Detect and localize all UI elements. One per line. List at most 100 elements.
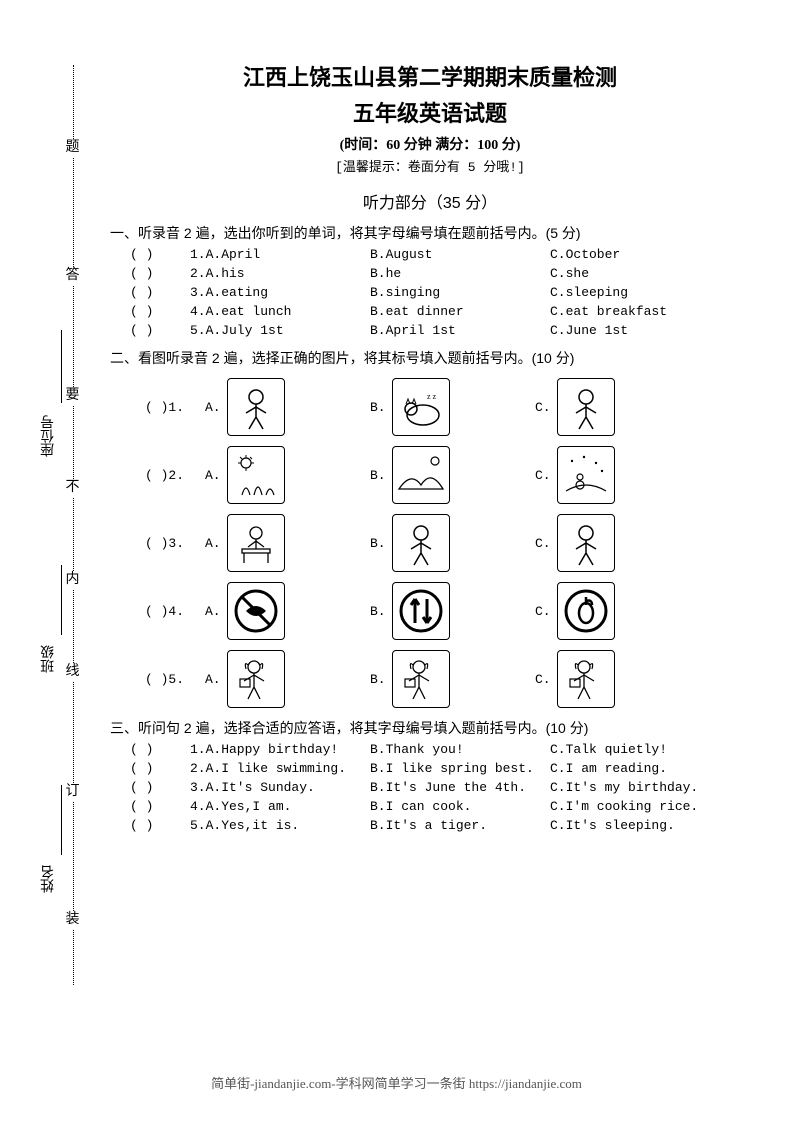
q1-option-a: 5.A.July 1st bbox=[190, 323, 370, 338]
q1-rows: ( )1.A.AprilB.AugustC.October ( )2.A.hisB… bbox=[110, 247, 750, 338]
option-label: B. bbox=[370, 604, 386, 619]
option-label: A. bbox=[205, 536, 221, 551]
answer-blank[interactable]: ( )3. bbox=[145, 536, 205, 551]
q1-option-b: B.April 1st bbox=[370, 323, 550, 338]
q3-option-b: B.I can cook. bbox=[370, 799, 550, 814]
answer-blank[interactable]: ( )5. bbox=[145, 672, 205, 687]
option-label: B. bbox=[370, 400, 386, 415]
answer-blank[interactable]: ( )2. bbox=[145, 468, 205, 483]
q2-option: C. bbox=[535, 446, 700, 504]
q1-row: ( )1.A.AprilB.AugustC.October bbox=[110, 247, 750, 262]
q3-option-a: 2.A.I like swimming. bbox=[190, 761, 370, 776]
picture-icon bbox=[392, 650, 450, 708]
q1-option-c: C.she bbox=[550, 266, 730, 281]
picture-icon bbox=[392, 378, 450, 436]
exam-title-line1: 江西上饶玉山县第二学期期末质量检测 bbox=[110, 60, 750, 92]
option-label: C. bbox=[535, 536, 551, 551]
q3-row: ( )5.A.Yes,it is.B.It's a tiger.C.It's s… bbox=[110, 818, 750, 833]
picture-icon bbox=[227, 650, 285, 708]
option-label: C. bbox=[535, 604, 551, 619]
q2-option: A. bbox=[205, 650, 370, 708]
q2-option: C. bbox=[535, 514, 700, 572]
q1-option-c: C.sleeping bbox=[550, 285, 730, 300]
option-label: A. bbox=[205, 468, 221, 483]
q1-option-a: 4.A.eat lunch bbox=[190, 304, 370, 319]
q2-row: ( )3.A. B. C. bbox=[110, 514, 750, 572]
picture-icon bbox=[557, 582, 615, 640]
option-label: C. bbox=[535, 468, 551, 483]
page-footer: 简单街-jiandanjie.com-学科网简单学习一条街 https://ji… bbox=[0, 1073, 793, 1092]
option-label: B. bbox=[370, 672, 386, 687]
bind-char: 答 bbox=[66, 267, 80, 285]
blank-line-seat bbox=[61, 330, 62, 403]
q1-option-b: B.singing bbox=[370, 285, 550, 300]
q1-row: ( )4.A.eat lunchB.eat dinnerC.eat breakf… bbox=[110, 304, 750, 319]
answer-blank[interactable]: ( ) bbox=[130, 799, 190, 814]
answer-blank[interactable]: ( ) bbox=[130, 780, 190, 795]
bind-char: 装 bbox=[66, 911, 80, 929]
label-seat: 座位号 bbox=[39, 415, 59, 457]
q1-option-b: B.eat dinner bbox=[370, 304, 550, 319]
q2-option: C. bbox=[535, 378, 700, 436]
answer-blank[interactable]: ( ) bbox=[130, 742, 190, 757]
picture-icon bbox=[392, 514, 450, 572]
q1-option-c: C.October bbox=[550, 247, 730, 262]
q3-row: ( )3.A.It's Sunday.B.It's June the 4th.C… bbox=[110, 780, 750, 795]
answer-blank[interactable]: ( )1. bbox=[145, 400, 205, 415]
q3-option-c: C.Talk quietly! bbox=[550, 742, 730, 757]
picture-icon bbox=[557, 514, 615, 572]
q1-option-b: B.August bbox=[370, 247, 550, 262]
label-name: 姓名 bbox=[39, 865, 59, 893]
q1-option-b: B.he bbox=[370, 266, 550, 281]
picture-icon bbox=[227, 582, 285, 640]
q3-option-b: B.It's June the 4th. bbox=[370, 780, 550, 795]
q3-option-a: 3.A.It's Sunday. bbox=[190, 780, 370, 795]
q1-row: ( )2.A.hisB.heC.she bbox=[110, 266, 750, 281]
page-content: 江西上饶玉山县第二学期期末质量检测 五年级英语试题 (时间：60 分钟 满分：1… bbox=[110, 60, 750, 833]
q2-option: A. bbox=[205, 446, 370, 504]
option-label: B. bbox=[370, 536, 386, 551]
binding-dotted-line bbox=[73, 65, 74, 985]
q3-option-b: B.Thank you! bbox=[370, 742, 550, 757]
q3-option-b: B.It's a tiger. bbox=[370, 818, 550, 833]
q2-option: A. bbox=[205, 378, 370, 436]
answer-blank[interactable]: ( ) bbox=[130, 285, 190, 300]
q3-instruction: 三、听问句 2 遍，选择合适的应答语，将其字母编号填入题前括号内。(10 分) bbox=[110, 718, 750, 738]
q3-row: ( )1.A.Happy birthday!B.Thank you!C.Talk… bbox=[110, 742, 750, 757]
q3-option-a: 1.A.Happy birthday! bbox=[190, 742, 370, 757]
answer-blank[interactable]: ( ) bbox=[130, 761, 190, 776]
bind-char: 要 bbox=[66, 387, 80, 405]
option-label: A. bbox=[205, 604, 221, 619]
q1-row: ( )3.A.eatingB.singingC.sleeping bbox=[110, 285, 750, 300]
option-label: C. bbox=[535, 400, 551, 415]
q2-option: A. bbox=[205, 514, 370, 572]
q3-option-a: 5.A.Yes,it is. bbox=[190, 818, 370, 833]
q3-option-c: C.I am reading. bbox=[550, 761, 730, 776]
q2-row: ( )1.A.B. C. bbox=[110, 378, 750, 436]
answer-blank[interactable]: ( ) bbox=[130, 323, 190, 338]
answer-blank[interactable]: ( ) bbox=[130, 247, 190, 262]
exam-title-line2: 五年级英语试题 bbox=[110, 96, 750, 128]
bind-char: 订 bbox=[66, 783, 80, 801]
q2-option: A. bbox=[205, 582, 370, 640]
picture-icon bbox=[392, 582, 450, 640]
q2-option: B. bbox=[370, 650, 535, 708]
q3-rows: ( )1.A.Happy birthday!B.Thank you!C.Talk… bbox=[110, 742, 750, 833]
answer-blank[interactable]: ( ) bbox=[130, 266, 190, 281]
q2-row: ( )5.A.B.C. bbox=[110, 650, 750, 708]
q2-row: ( )2.A. B.C. bbox=[110, 446, 750, 504]
answer-blank[interactable]: ( )4. bbox=[145, 604, 205, 619]
answer-blank[interactable]: ( ) bbox=[130, 818, 190, 833]
exam-timing: (时间：60 分钟 满分：100 分) bbox=[110, 134, 750, 154]
q2-option: B. bbox=[370, 582, 535, 640]
picture-icon bbox=[557, 378, 615, 436]
picture-icon bbox=[227, 514, 285, 572]
label-class: 班级 bbox=[39, 645, 59, 673]
q2-option: B. bbox=[370, 446, 535, 504]
answer-blank[interactable]: ( ) bbox=[130, 304, 190, 319]
bind-char: 题 bbox=[66, 139, 80, 157]
q3-option-c: C.It's sleeping. bbox=[550, 818, 730, 833]
q1-option-c: C.eat breakfast bbox=[550, 304, 730, 319]
q1-option-a: 3.A.eating bbox=[190, 285, 370, 300]
binding-strip: 姓名 班级 座位号 装 订 线 内 不 要 答 题 bbox=[45, 65, 100, 985]
